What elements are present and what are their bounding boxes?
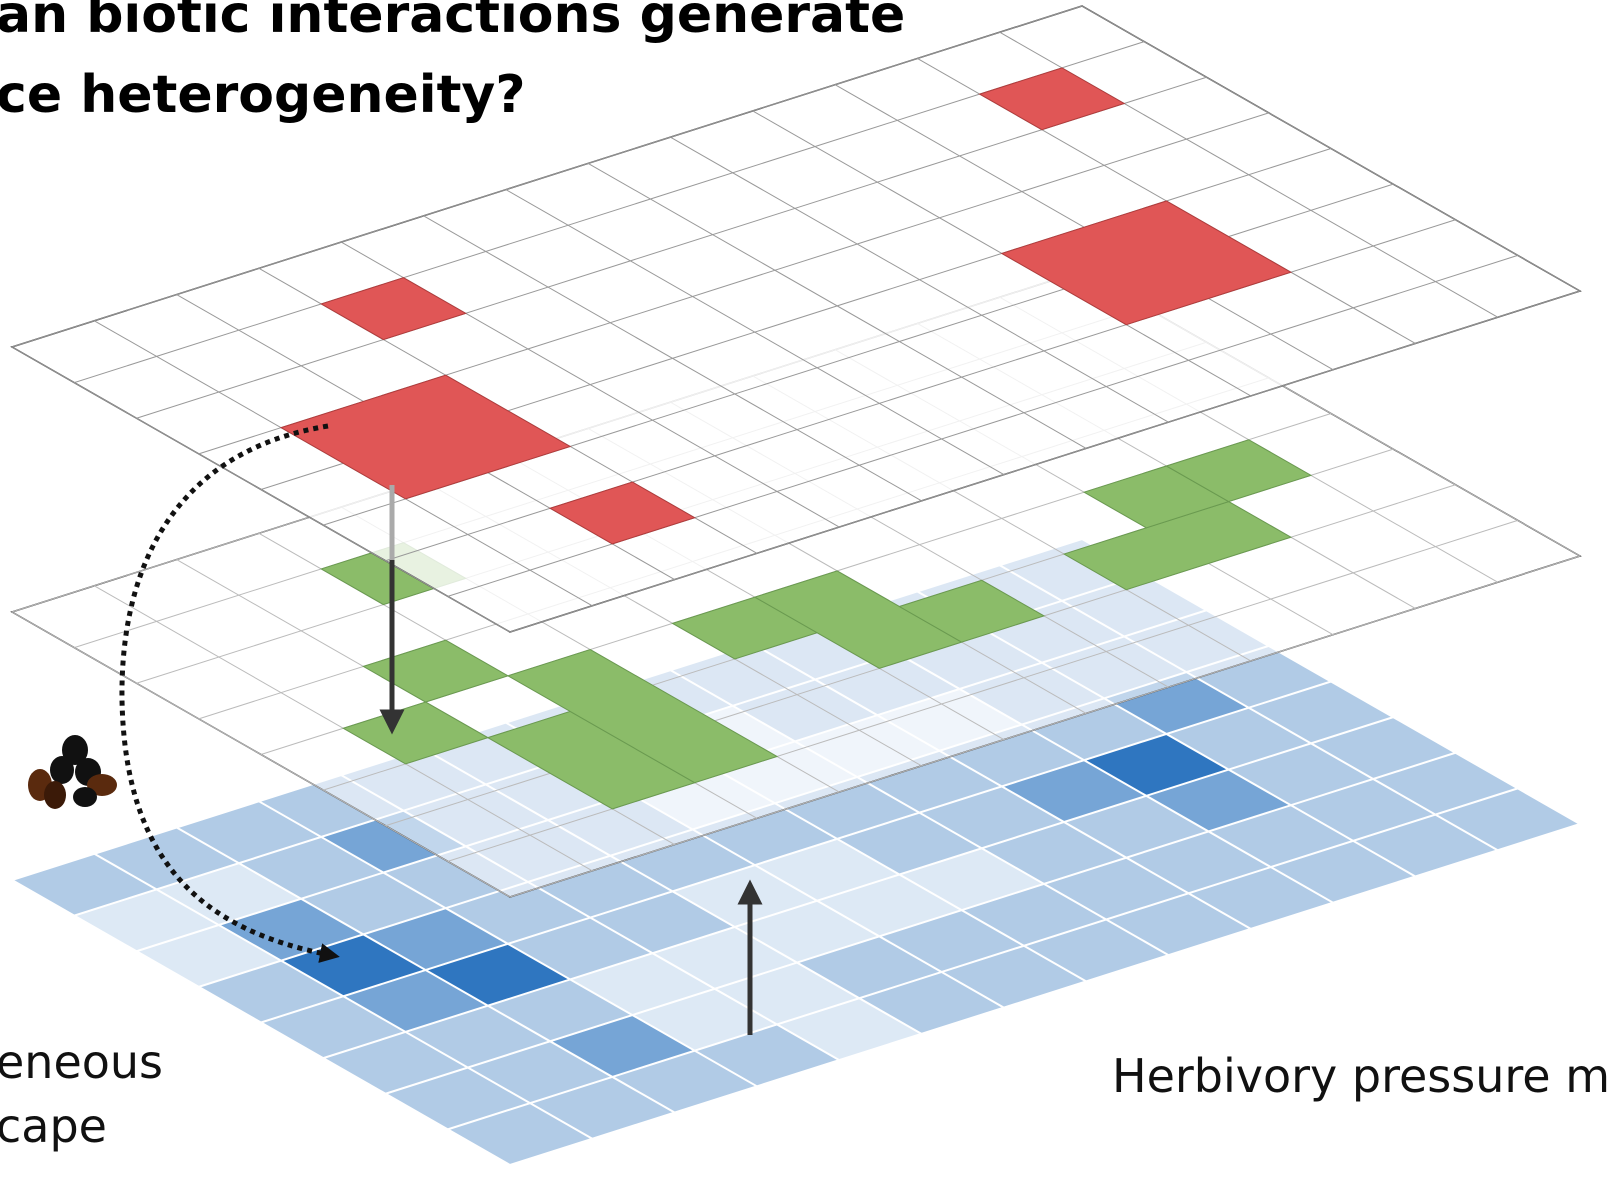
cell [899,580,1044,642]
grid-line [510,556,1580,897]
left-label: eneous [0,1035,163,1089]
title-line: ce heterogeneity? [0,65,526,125]
cell [1166,440,1311,502]
grid-line [12,6,1082,347]
grid-line [448,788,1518,1129]
grid-line [137,77,1207,418]
layers [12,6,1580,1165]
cell [281,375,570,499]
dispersal-arrow [119,423,340,963]
grid-line [261,682,1331,1023]
seeds [28,735,117,809]
cell [550,482,695,544]
grid-line [74,42,1144,383]
grid-line [1082,6,1580,291]
cell [508,650,777,783]
grid-line [323,717,1393,1058]
herbivore-layer [12,6,1580,632]
right-label: Herbivory pressure m [1112,1049,1610,1103]
cell [980,68,1125,130]
grid-line [510,824,1580,1165]
grid-line [510,291,1580,632]
title-line: an biotic interactions generate [0,0,905,45]
cell [1002,201,1291,325]
left-label: cape [0,1099,107,1153]
grid-line [386,753,1456,1094]
cell [321,278,466,340]
